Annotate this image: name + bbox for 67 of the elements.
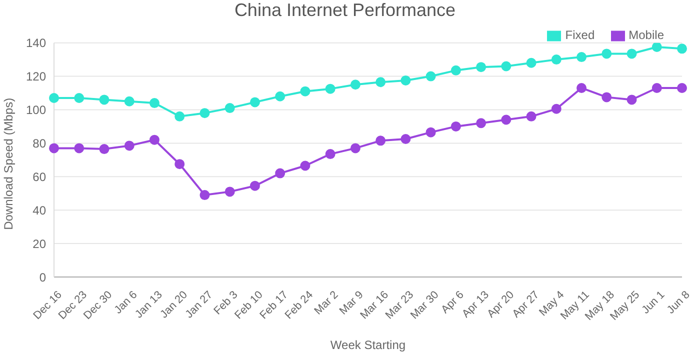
point [74,93,84,104]
x-tick-label: Jun 1 [640,288,668,316]
point [626,48,637,59]
point [551,104,562,114]
point [476,118,486,128]
point [426,71,436,82]
point [652,42,662,52]
point [99,94,110,105]
point [400,134,411,144]
y-tick-label: 40 [32,203,46,218]
point [551,54,562,65]
point [99,144,110,154]
y-tick-label: 140 [26,36,46,50]
point [149,134,160,145]
point [300,160,310,171]
point [626,94,637,105]
point [174,111,185,122]
point [501,114,512,125]
point [275,91,286,102]
point [275,168,286,178]
point [576,52,587,62]
point [200,108,210,118]
point [49,143,59,154]
y-axis-title: Download Speed (Mbps) [1,98,16,230]
point [250,180,260,191]
point [450,65,461,76]
point [49,93,59,104]
point [174,159,185,170]
legend-label: Fixed [565,28,595,42]
point [124,96,134,106]
point [576,82,587,93]
point [250,97,260,108]
x-axis-title: Week Starting [330,338,406,352]
point [476,62,486,72]
y-tick-label: 120 [26,70,46,84]
x-tick-label: Jun 8 [664,288,690,316]
point [677,82,687,93]
point [426,127,436,138]
point [526,58,536,68]
point [224,186,235,197]
point [149,98,160,108]
point [450,121,461,132]
chart-title: China Internet Performance [233,0,457,21]
legend-label: Mobile [628,28,664,42]
point [124,140,134,151]
point [400,75,411,86]
y-tick-label: 0 [39,270,46,284]
point [74,143,84,154]
y-tick-label: 80 [32,136,46,150]
point [602,92,612,102]
point [325,84,336,94]
y-tick-label: 100 [26,102,46,117]
point [200,190,210,200]
point [350,143,360,154]
point [350,80,360,90]
point [677,44,687,54]
point [376,77,386,88]
point [300,86,310,96]
point [602,48,612,59]
point [325,149,336,160]
point [224,103,235,114]
point [526,111,536,122]
point [501,61,512,72]
y-tick-label: 20 [32,236,46,251]
y-tick-label: 60 [32,170,46,184]
point [376,136,386,146]
point [652,82,662,93]
